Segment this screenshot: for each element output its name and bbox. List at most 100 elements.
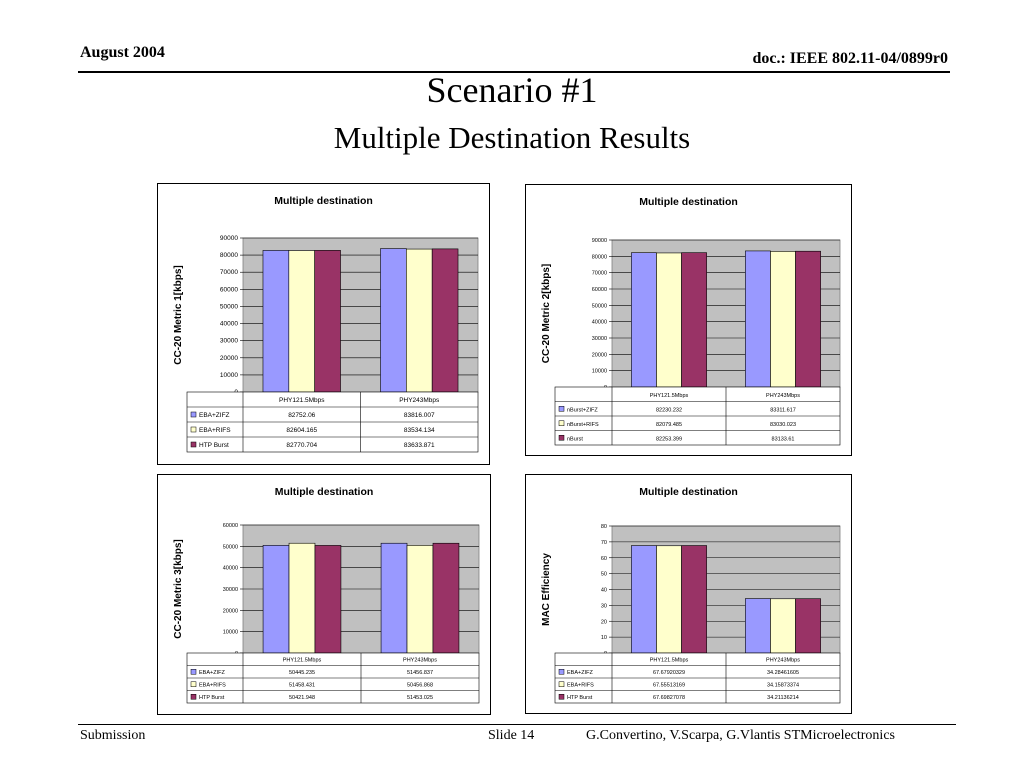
footer-divider xyxy=(78,724,956,725)
legend-swatch xyxy=(558,669,565,675)
legend-swatch xyxy=(190,681,197,687)
y-tick-label: 40000 xyxy=(223,566,238,572)
y-tick-label: 90000 xyxy=(592,238,607,244)
legend-label: nBurst xyxy=(567,436,583,442)
y-tick-label: 60000 xyxy=(220,286,238,293)
table-category-label: PHY121.5Mbps xyxy=(279,397,325,404)
chart-title: Multiple destination xyxy=(639,486,738,498)
data-label: 83311.617 xyxy=(770,407,796,413)
chart-metric-2: Multiple destination01000020000300004000… xyxy=(525,184,852,456)
bar-htp-burst-0 xyxy=(314,545,342,654)
y-axis-label: CC-20 Metric 2[kbps] xyxy=(541,264,552,363)
bar-eba-zifz-1 xyxy=(380,542,408,654)
y-tick-label: 20000 xyxy=(592,352,607,358)
data-label: 82752.06 xyxy=(288,412,315,419)
data-label: 34.21136214 xyxy=(767,695,799,701)
legend-swatch xyxy=(558,681,565,687)
bar-nburst-zifz-1 xyxy=(745,250,771,388)
data-label: 67.67920329 xyxy=(653,670,685,676)
bar-eba-zifz-1 xyxy=(380,248,407,393)
bar-nburst-0 xyxy=(681,252,707,388)
slide-subtitle: Multiple Destination Results xyxy=(333,120,691,155)
bar-eba-zifz-0 xyxy=(262,545,290,654)
footer-authors: G.Convertino, V.Scarpa, G.Vlantis STMicr… xyxy=(586,728,895,743)
legend-label: nBurst+RIFS xyxy=(567,422,599,428)
table-category-label: PHY121.5Mbps xyxy=(650,393,689,399)
y-tick-label: 30 xyxy=(601,603,607,609)
bar-htp-burst-1 xyxy=(432,542,460,654)
y-tick-label: 40000 xyxy=(592,320,607,326)
data-label: 82253.399 xyxy=(656,436,682,442)
header-date: August 2004 xyxy=(80,44,165,61)
y-tick-label: 20000 xyxy=(220,355,238,362)
chart-title: Multiple destination xyxy=(275,486,374,498)
bar-eba-rifs-1 xyxy=(406,545,434,654)
bar-eba-zifz-1 xyxy=(745,598,771,654)
data-label: 82770.704 xyxy=(286,442,317,449)
legend-label: EBA+ZIFZ xyxy=(567,670,593,676)
data-label: 50445.235 xyxy=(289,670,315,676)
bar-htp-burst-1 xyxy=(795,598,821,654)
legend-label: HTP Burst xyxy=(567,695,593,701)
table-category-label: PHY243Mbps xyxy=(403,658,437,664)
slide-title: Scenario #1 xyxy=(426,70,598,110)
y-tick-label: 60000 xyxy=(223,523,238,529)
y-tick-label: 80 xyxy=(601,524,607,530)
bar-htp-burst-1 xyxy=(431,248,459,393)
y-tick-label: 50 xyxy=(601,572,607,578)
chart-title: Multiple destination xyxy=(274,195,373,207)
data-label: 51453.025 xyxy=(407,695,433,701)
data-label: 67.69827078 xyxy=(653,695,685,701)
legend-swatch xyxy=(190,426,197,433)
y-tick-label: 70000 xyxy=(592,271,607,277)
table-category-label: PHY243Mbps xyxy=(399,397,440,404)
y-tick-label: 70 xyxy=(601,540,607,546)
bar-nburst-zifz-0 xyxy=(631,252,657,388)
legend-swatch xyxy=(558,406,565,412)
data-label: 83534.134 xyxy=(404,427,435,434)
y-tick-label: 60000 xyxy=(592,287,607,293)
table-category-label: PHY121.5Mbps xyxy=(650,658,689,664)
bar-htp-burst-0 xyxy=(314,250,341,393)
y-axis-label: CC-20 Metric 1[kbps] xyxy=(173,265,184,364)
data-label: 83030.023 xyxy=(770,422,796,428)
y-tick-label: 10000 xyxy=(220,372,238,379)
bar-eba-zifz-0 xyxy=(262,250,290,393)
y-tick-label: 30000 xyxy=(223,587,238,593)
y-tick-label: 40000 xyxy=(220,321,238,328)
legend-swatch xyxy=(190,411,197,418)
bar-eba-rifs-0 xyxy=(656,545,682,654)
legend-swatch xyxy=(190,441,197,448)
y-tick-label: 50000 xyxy=(592,303,607,309)
data-label: 34.15873374 xyxy=(767,683,799,689)
chart-metric-3: Multiple destination01000020000300004000… xyxy=(157,474,491,715)
footer-slide-number: Slide 14 xyxy=(488,728,535,743)
legend-swatch xyxy=(558,420,565,426)
y-tick-label: 30000 xyxy=(220,338,238,345)
table-category-label: PHY243Mbps xyxy=(766,393,800,399)
y-tick-label: 50000 xyxy=(220,303,238,310)
data-label: 83633.871 xyxy=(404,442,435,449)
data-label: 50421.948 xyxy=(289,695,315,701)
bar-eba-zifz-0 xyxy=(631,545,657,654)
bar-eba-rifs-1 xyxy=(770,598,796,654)
bar-eba-rifs-1 xyxy=(406,248,433,393)
y-tick-label: 10000 xyxy=(592,369,607,375)
data-label: 83816.007 xyxy=(404,412,435,419)
bar-nburst-1 xyxy=(795,250,821,388)
legend-swatch xyxy=(190,694,197,700)
header-doc-id: doc.: IEEE 802.11-04/0899r0 xyxy=(752,50,948,67)
legend-label: EBA+ZIFZ xyxy=(199,670,225,676)
table-category-label: PHY243Mbps xyxy=(766,658,800,664)
y-tick-label: 80000 xyxy=(592,254,607,260)
y-tick-label: 80000 xyxy=(220,252,238,259)
data-label: 67.55513169 xyxy=(653,683,685,689)
legend-swatch xyxy=(190,669,197,675)
bar-nburst-rifs-1 xyxy=(770,251,796,388)
y-tick-label: 30000 xyxy=(592,336,607,342)
bar-htp-burst-0 xyxy=(681,545,707,654)
y-tick-label: 70000 xyxy=(220,269,238,276)
y-tick-label: 50000 xyxy=(223,544,238,550)
legend-label: HTP Burst xyxy=(199,442,229,449)
data-label: 51456.837 xyxy=(407,670,433,676)
